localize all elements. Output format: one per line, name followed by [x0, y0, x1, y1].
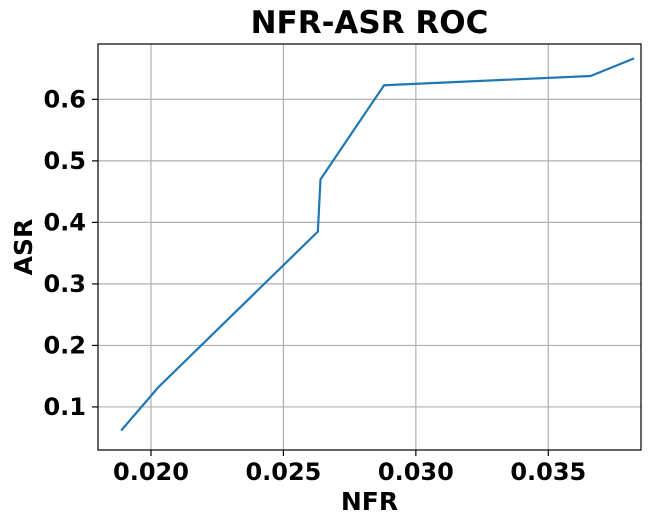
y-tick-label: 0.1 [43, 393, 86, 421]
x-tick-label: 0.025 [245, 458, 321, 486]
series-line [120, 57, 635, 432]
y-tick-label: 0.5 [43, 147, 86, 175]
x-axis-label: NFR [341, 487, 398, 516]
chart-title: NFR-ASR ROC [251, 5, 489, 41]
x-tick-label: 0.020 [113, 458, 189, 486]
y-tick-label: 0.2 [43, 331, 86, 359]
y-tick-label: 0.3 [43, 270, 86, 298]
y-tick-label: 0.6 [43, 85, 86, 113]
plot-frame [97, 43, 642, 451]
y-axis-label: ASR [9, 219, 38, 276]
y-tick-label: 0.4 [43, 208, 86, 236]
x-tick-label: 0.030 [378, 458, 454, 486]
grid [98, 44, 641, 450]
ticks: 0.020 0.025 0.030 0.035 0.1 0.2 0.3 0.4 0.5 0.6 [43, 85, 586, 486]
x-tick-label: 0.035 [510, 458, 586, 486]
series-layer [120, 57, 635, 432]
